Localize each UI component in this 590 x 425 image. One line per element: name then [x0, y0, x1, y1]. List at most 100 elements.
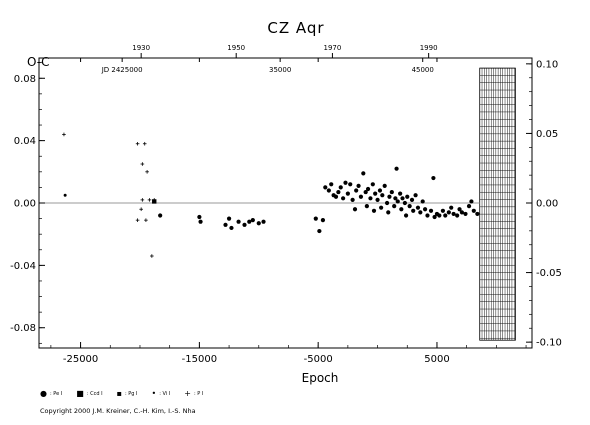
pe-point: [326, 188, 331, 193]
pe-point: [466, 204, 472, 209]
pe-point: [371, 208, 377, 213]
legend-item: ■: Ccd I: [76, 390, 102, 398]
pe-point: [250, 218, 255, 223]
pe-point: [449, 205, 454, 210]
pe-point: [411, 208, 416, 213]
pe-point: [348, 182, 353, 187]
pe-point: [350, 197, 355, 202]
legend-item: ●: Pe I: [40, 390, 62, 398]
pe-point: [413, 193, 418, 198]
chart-title: CZ Aqr: [267, 19, 324, 37]
y-tick-label: -0.04: [10, 261, 36, 272]
pe-point: [405, 194, 410, 199]
pe-point: [394, 166, 399, 171]
pe-point: [379, 205, 384, 210]
pe-point: [463, 211, 468, 217]
pe-point: [229, 225, 234, 231]
pe-point: [373, 191, 378, 196]
pe-point: [387, 194, 392, 199]
y-tick-label: 0.04: [14, 136, 36, 147]
right-tick-label: -0.10: [536, 338, 562, 349]
pe-point: [432, 214, 437, 220]
pe-point: [329, 182, 334, 187]
legend-symbol: •: [151, 389, 157, 398]
pe-point: [242, 222, 247, 227]
pe-point: [197, 214, 202, 220]
pe-point: [393, 196, 398, 201]
year-tick-label: 1990: [420, 44, 438, 52]
y-axis-label: O-C: [27, 55, 50, 69]
pe-point: [338, 185, 343, 190]
pe-point: [384, 200, 390, 206]
jd-tick-label: JD 2425000: [101, 66, 143, 74]
legend-label: : Pe I: [49, 391, 63, 397]
year-tick-label: 1970: [324, 44, 342, 52]
pe-point: [261, 219, 266, 224]
vi-point: [63, 193, 67, 197]
legend-symbol: +: [184, 389, 191, 398]
pe-point: [398, 191, 403, 196]
pe-point: [377, 188, 383, 193]
pe-point: [368, 196, 373, 201]
legend-symbol: ■: [76, 389, 84, 398]
x-tick-label: -25000: [63, 354, 98, 365]
legend-item: +: P I: [184, 390, 203, 398]
x-tick-label: -15000: [182, 354, 217, 365]
pe-point: [443, 213, 448, 218]
pe-point: [471, 208, 476, 213]
pe-point: [415, 205, 421, 210]
pe-point: [361, 171, 366, 176]
y-tick-label: 0.08: [14, 74, 36, 85]
pe-point: [356, 183, 361, 188]
pe-point: [407, 204, 412, 209]
pe-point: [380, 193, 385, 198]
pe-point: [400, 196, 405, 201]
pe-point: [336, 189, 341, 195]
pe-point: [247, 219, 252, 224]
jd-tick-label: 45000: [412, 66, 434, 74]
right-tick-label: -0.05: [536, 268, 562, 279]
pe-point: [395, 199, 400, 204]
legend-symbol: ●: [40, 389, 47, 398]
legend-label: : Pg I: [125, 391, 138, 397]
pe-point: [428, 208, 434, 213]
pe-point: [425, 213, 430, 218]
pe-point: [420, 199, 425, 204]
pe-point: [313, 216, 318, 221]
pe-point: [399, 207, 404, 212]
pe-point: [320, 218, 326, 223]
pe-point: [389, 189, 394, 195]
legend-symbol: ▪: [116, 389, 122, 398]
axes: -25000 -15000 -5000 5000 -0.08 -0.04 0.00 0.04 0…: [10, 44, 562, 365]
pe-point: [475, 211, 480, 217]
pe-point: [409, 197, 415, 202]
pe-point: [198, 219, 203, 224]
pe-point: [358, 194, 364, 199]
pe-point: [333, 194, 339, 199]
pe-point: [352, 207, 358, 212]
right-tick-label: 0.00: [536, 199, 558, 210]
pe-point: [422, 207, 428, 212]
pe-point: [365, 186, 371, 192]
copyright-note: Copyright 2000 J.M. Kreiner, C.-H. Kim, …: [40, 407, 196, 415]
pe-point: [363, 189, 368, 195]
pe-point: [158, 213, 163, 218]
pe-point: [469, 199, 474, 204]
pe-point: [403, 213, 409, 218]
data-points: [62, 132, 480, 258]
pe-point: [455, 213, 460, 218]
x-tick-label: 5000: [424, 354, 449, 365]
x-axis-label: Epoch: [302, 371, 339, 385]
pe-point: [345, 191, 350, 196]
legend-item: ▪: Pg I: [117, 390, 138, 398]
pe-point: [341, 196, 346, 201]
year-tick-label: 1950: [227, 44, 245, 52]
pe-point: [223, 222, 228, 227]
grid-band: [479, 67, 516, 341]
pe-point: [375, 197, 380, 202]
right-tick-label: 0.05: [536, 129, 558, 140]
legend-item: •: Vi I: [152, 390, 171, 398]
pe-point: [418, 210, 423, 215]
pe-point: [437, 213, 442, 218]
